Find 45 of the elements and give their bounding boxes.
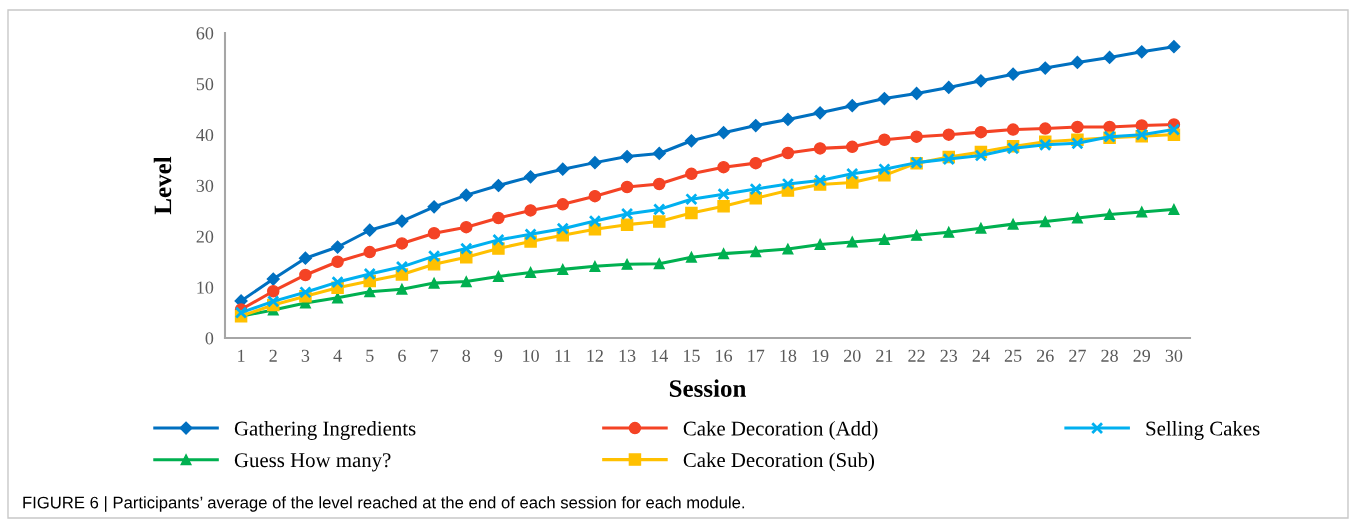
y-tick-label: 40 (196, 128, 214, 142)
x-tick-label: 6 (398, 349, 406, 362)
x-tick-label: 1 (238, 349, 245, 362)
x-tick-label: 30 (1165, 349, 1183, 362)
x-tick-label: 21 (876, 349, 893, 362)
x-tick-label: 17 (748, 349, 765, 362)
y-tick-label: 10 (197, 281, 214, 294)
x-tick-label: 23 (940, 349, 958, 362)
legend-label: Selling Cakes (1146, 420, 1260, 440)
caption: FIGURE 6 | Participants’ average of the level reached at the end of each session for each module. (23, 496, 745, 512)
y-axis-title: Level (153, 156, 172, 215)
x-tick-label: 22 (908, 349, 925, 362)
y-tick-label: 60 (196, 27, 214, 40)
x-tick-label: 24 (972, 349, 990, 362)
x-tick-label: 9 (494, 349, 503, 362)
x-tick-label: 14 (651, 349, 668, 362)
y-tick-label: 30 (196, 179, 214, 192)
x-tick-label: 29 (1133, 349, 1151, 362)
x-tick-label: 18 (780, 349, 797, 362)
x-tick-label: 12 (587, 349, 603, 362)
x-tick-label: 28 (1101, 349, 1118, 362)
x-tick-label: 15 (683, 349, 700, 362)
x-tick-label: 13 (619, 349, 636, 362)
y-tick-label: 50 (196, 78, 214, 91)
legend-label: Cake Decoration (Add) (683, 420, 878, 440)
x-tick-label: 4 (333, 349, 342, 362)
legend-label: Gathering Ingredients (234, 420, 416, 440)
x-tick-label: 19 (812, 349, 829, 362)
x-tick-label: 20 (844, 349, 861, 362)
x-tick-label: 5 (366, 349, 374, 362)
x-tick-label: 7 (430, 349, 439, 362)
x-tick-label: 3 (301, 349, 310, 362)
x-tick-label: 2 (269, 349, 277, 362)
x-tick-label: 26 (1037, 349, 1054, 362)
x-axis-title: Session (669, 379, 747, 397)
y-tick-label: 20 (196, 230, 214, 243)
x-tick-label: 25 (1004, 349, 1022, 362)
x-tick-label: 11 (555, 349, 571, 362)
x-tick-label: 16 (716, 349, 733, 362)
y-tick-label: 0 (205, 332, 214, 345)
legend-label: Guess How many? (234, 453, 391, 472)
x-tick-label: 10 (523, 349, 539, 362)
x-tick-label: 8 (462, 349, 471, 362)
x-tick-label: 27 (1069, 349, 1086, 362)
legend-label: Cake Decoration (Sub) (683, 452, 875, 472)
